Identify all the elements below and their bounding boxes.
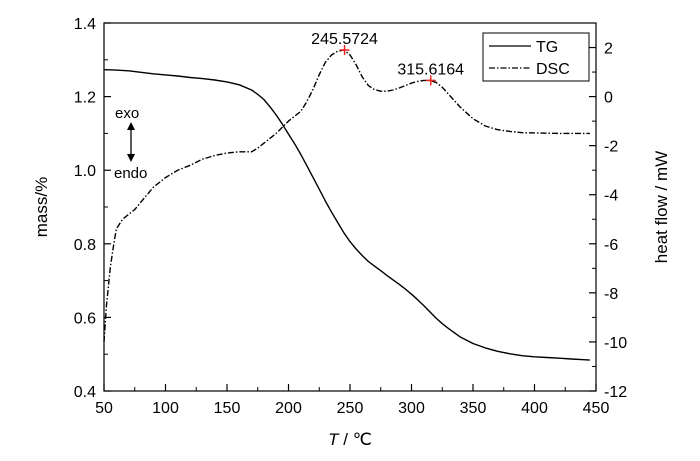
x-tick-label: 50 [95, 400, 113, 417]
y-right-tick-label: -12 [604, 384, 627, 401]
x-tick-label: 100 [152, 400, 179, 417]
y-right-tick-label: 2 [604, 41, 613, 58]
y-left-tick-label: 1.0 [74, 163, 96, 180]
x-tick-label: 400 [521, 400, 548, 417]
y-left-tick-label: 1.2 [74, 90, 96, 107]
y-left-tick-label: 1.4 [74, 16, 96, 33]
peak-label: 245.5724 [311, 31, 378, 48]
peak-annotations: 245.5724 315.6164 [311, 31, 464, 86]
y-left-tick-label: 0.8 [74, 237, 96, 254]
y-right-axis-title: heat flow / mW [652, 151, 671, 263]
arrow-down-icon [127, 154, 135, 162]
series-line-dsc [103, 49, 590, 342]
y-right-tick-label: 0 [604, 90, 613, 107]
legend-dsc-label: DSC [536, 61, 570, 78]
y-right-tick-label: -4 [604, 188, 618, 205]
x-tick-label: 450 [583, 400, 610, 417]
x-tick-label: 350 [460, 400, 487, 417]
x-tick-label: 150 [214, 400, 241, 417]
series-line-tg [103, 69, 590, 361]
x-tick-label: 300 [398, 400, 425, 417]
direction-indicator: exo endo [114, 105, 147, 182]
y-right-tick-label: -10 [604, 335, 627, 352]
y-right-tick-label: -8 [604, 286, 618, 303]
x-tick-label: 250 [337, 400, 364, 417]
arrow-up-icon [127, 122, 135, 130]
legend-box [482, 32, 590, 82]
endo-label: endo [114, 165, 147, 182]
y-left-axis-title: mass/% [32, 177, 51, 237]
series-layer [103, 49, 590, 361]
peak-label: 315.6164 [397, 61, 464, 78]
y-right-tick-label: -6 [604, 237, 618, 254]
tick-labels: 50 100 150 200 250 300 350 400 450 0.4 0.6 0.8 1.0 1.… [74, 16, 627, 417]
axis-ticks [103, 22, 597, 392]
y-left-tick-label: 0.4 [74, 384, 96, 401]
legend: TG DSC [482, 32, 590, 82]
x-tick-label: 200 [275, 400, 302, 417]
x-axis-title: T / ℃ [328, 430, 372, 449]
legend-tg-label: TG [536, 39, 558, 56]
y-left-tick-label: 0.6 [74, 310, 96, 327]
exo-label: exo [115, 105, 139, 122]
y-right-tick-label: -2 [604, 139, 618, 156]
